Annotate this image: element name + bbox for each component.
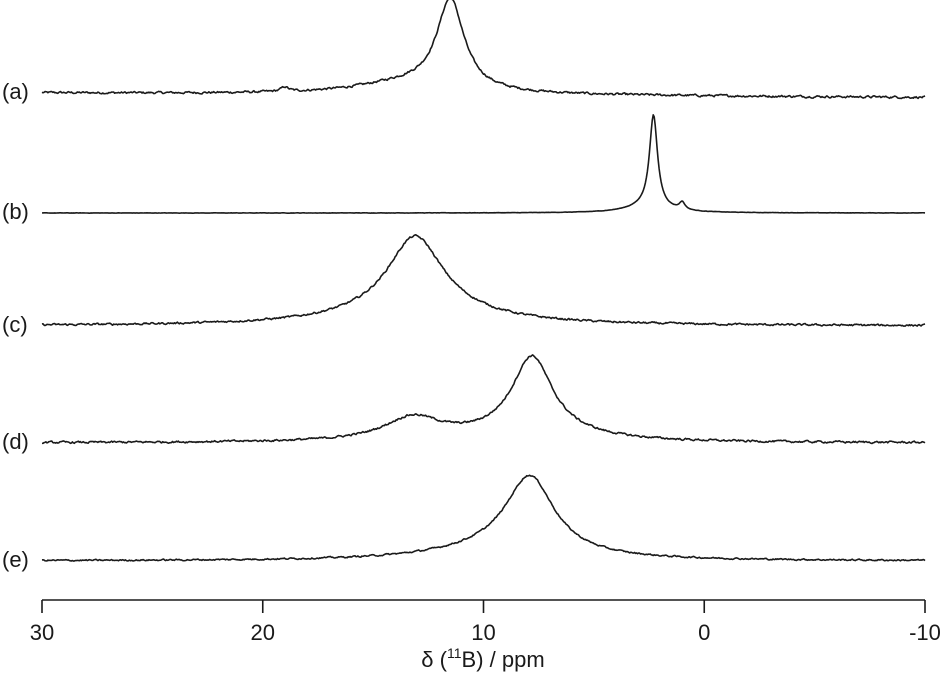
x-axis-title: δ (11B) / ppm	[421, 645, 544, 672]
series-labels: (a) (b) (c) (d) (e)	[2, 79, 29, 572]
series-label-a: (a)	[2, 79, 29, 104]
series-label-c: (c)	[2, 312, 28, 337]
spectrum-trace-a	[41, 0, 926, 100]
x-axis-ticks: 30 20 10 0 -10	[30, 600, 940, 645]
x-axis: 30 20 10 0 -10 δ (11B) / ppm	[30, 599, 940, 672]
x-axis-title-superscript: 11	[447, 645, 462, 661]
spectrum-trace-c	[41, 234, 926, 327]
series-label-d: (d)	[2, 429, 29, 454]
spectrum-trace-e	[41, 474, 926, 562]
x-tick-label: 20	[251, 620, 275, 645]
series-label-b: (b)	[2, 199, 29, 224]
x-tick-label: 10	[471, 620, 495, 645]
x-tick-label: 30	[30, 620, 54, 645]
x-axis-title-element: B	[462, 647, 477, 672]
x-axis-title-prefix: δ (	[421, 647, 447, 672]
spectra-traces	[41, 0, 926, 562]
spectrum-trace-d	[41, 354, 926, 445]
x-tick-label: -10	[909, 620, 940, 645]
x-axis-title-suffix: ) / ppm	[476, 647, 544, 672]
series-label-e: (e)	[2, 547, 29, 572]
spectrum-trace-b	[41, 114, 926, 214]
x-tick-label: 0	[698, 620, 710, 645]
